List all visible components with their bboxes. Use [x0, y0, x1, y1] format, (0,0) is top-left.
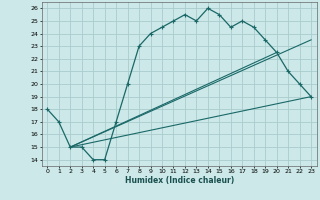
- X-axis label: Humidex (Indice chaleur): Humidex (Indice chaleur): [124, 176, 234, 185]
